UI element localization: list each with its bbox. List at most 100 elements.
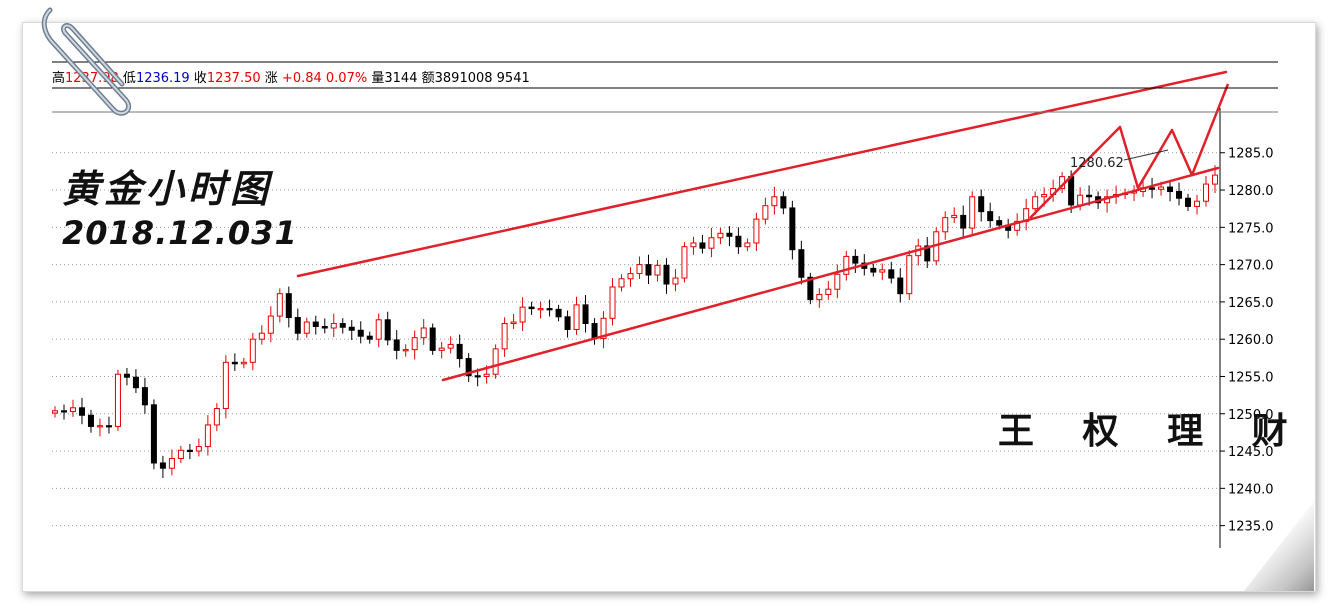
candle-body <box>564 316 571 330</box>
candle-body <box>1176 191 1183 199</box>
candle-body <box>582 304 589 325</box>
candle <box>348 320 355 341</box>
candle <box>294 308 301 341</box>
candle <box>366 331 373 344</box>
candle-body <box>681 246 688 279</box>
candle-body <box>213 408 220 426</box>
zigzag-projection <box>1029 83 1230 219</box>
candle <box>708 227 715 258</box>
y-tick-label: 1250.0 <box>1228 408 1274 423</box>
lower-channel-line <box>441 166 1220 382</box>
candle <box>798 240 805 285</box>
candle-body <box>420 327 427 339</box>
trend-lines <box>296 70 1230 382</box>
candle <box>726 226 733 247</box>
volume-value: 3144 <box>384 71 418 86</box>
candle <box>564 310 571 338</box>
candle-body <box>843 255 850 275</box>
candle <box>249 332 256 371</box>
candle <box>114 369 121 431</box>
candle <box>591 318 598 345</box>
candle <box>1176 182 1183 206</box>
candle-body <box>60 410 67 413</box>
candle-body <box>96 425 103 428</box>
candle <box>888 261 895 284</box>
candle-body <box>141 387 148 406</box>
candle <box>528 301 535 315</box>
candle-body <box>52 410 58 414</box>
candle-body <box>123 373 130 378</box>
candle <box>186 444 193 460</box>
low-label: 低 <box>122 71 136 86</box>
y-tick-label: 1270.0 <box>1228 259 1274 274</box>
candle-body <box>447 343 454 349</box>
candle <box>1023 198 1030 231</box>
candle-body <box>798 249 805 278</box>
candle <box>267 306 274 343</box>
candle <box>96 418 103 437</box>
close-value: 1237.50 <box>206 71 261 86</box>
candle-body <box>1158 186 1165 190</box>
candle <box>843 251 850 281</box>
candle <box>816 288 823 308</box>
candle <box>1050 179 1057 202</box>
candle-body <box>1041 194 1048 198</box>
candle-body <box>204 424 211 448</box>
candle-body <box>636 264 643 275</box>
candle <box>1149 177 1156 199</box>
y-tick-label: 1280.0 <box>1228 184 1274 199</box>
candle-body <box>159 462 166 469</box>
candle-body <box>951 214 958 219</box>
candle <box>735 227 742 254</box>
candle-body <box>1203 183 1210 202</box>
candle-body <box>645 264 652 276</box>
candle <box>447 336 454 354</box>
candle <box>942 211 949 240</box>
candle <box>609 278 616 326</box>
candle-body <box>501 323 508 350</box>
candle <box>285 286 292 328</box>
candle <box>159 455 166 479</box>
low-value: 1236.19 <box>135 71 190 86</box>
candle <box>663 258 670 294</box>
candle-body <box>663 264 670 285</box>
candle-body <box>1212 174 1218 185</box>
close-label: 收 <box>193 71 207 86</box>
candle-body <box>726 232 733 237</box>
candle <box>456 334 463 368</box>
candle <box>258 325 265 345</box>
candle-body <box>510 321 517 325</box>
candle <box>312 315 319 335</box>
candle <box>1005 218 1012 239</box>
candle-body <box>393 339 400 351</box>
candle <box>1131 185 1138 202</box>
candle-body <box>924 245 931 262</box>
candle <box>915 238 922 266</box>
candle-body <box>177 449 184 460</box>
candle <box>744 238 751 252</box>
y-tick-label: 1245.0 <box>1228 445 1274 460</box>
candle <box>402 344 409 357</box>
candle-body <box>906 255 913 295</box>
candle <box>195 438 202 457</box>
candle <box>807 272 814 305</box>
candle <box>429 323 436 355</box>
candle-body <box>546 308 553 311</box>
candle-body <box>699 242 706 249</box>
candle-body <box>339 323 346 328</box>
candle-body <box>609 286 616 319</box>
candle-body <box>519 306 526 323</box>
candle <box>1203 176 1210 207</box>
candle-body <box>375 319 382 340</box>
candle-body <box>78 407 85 416</box>
candle <box>1104 189 1111 213</box>
candle-body <box>852 255 859 264</box>
candle <box>762 197 769 225</box>
candle <box>240 357 247 369</box>
y-tick-label: 1265.0 <box>1228 296 1274 311</box>
price-marker-label: 1280.62 <box>1070 156 1124 171</box>
candle <box>852 249 859 273</box>
candles <box>52 165 1218 479</box>
candle <box>969 191 976 235</box>
candle-body <box>537 308 544 311</box>
